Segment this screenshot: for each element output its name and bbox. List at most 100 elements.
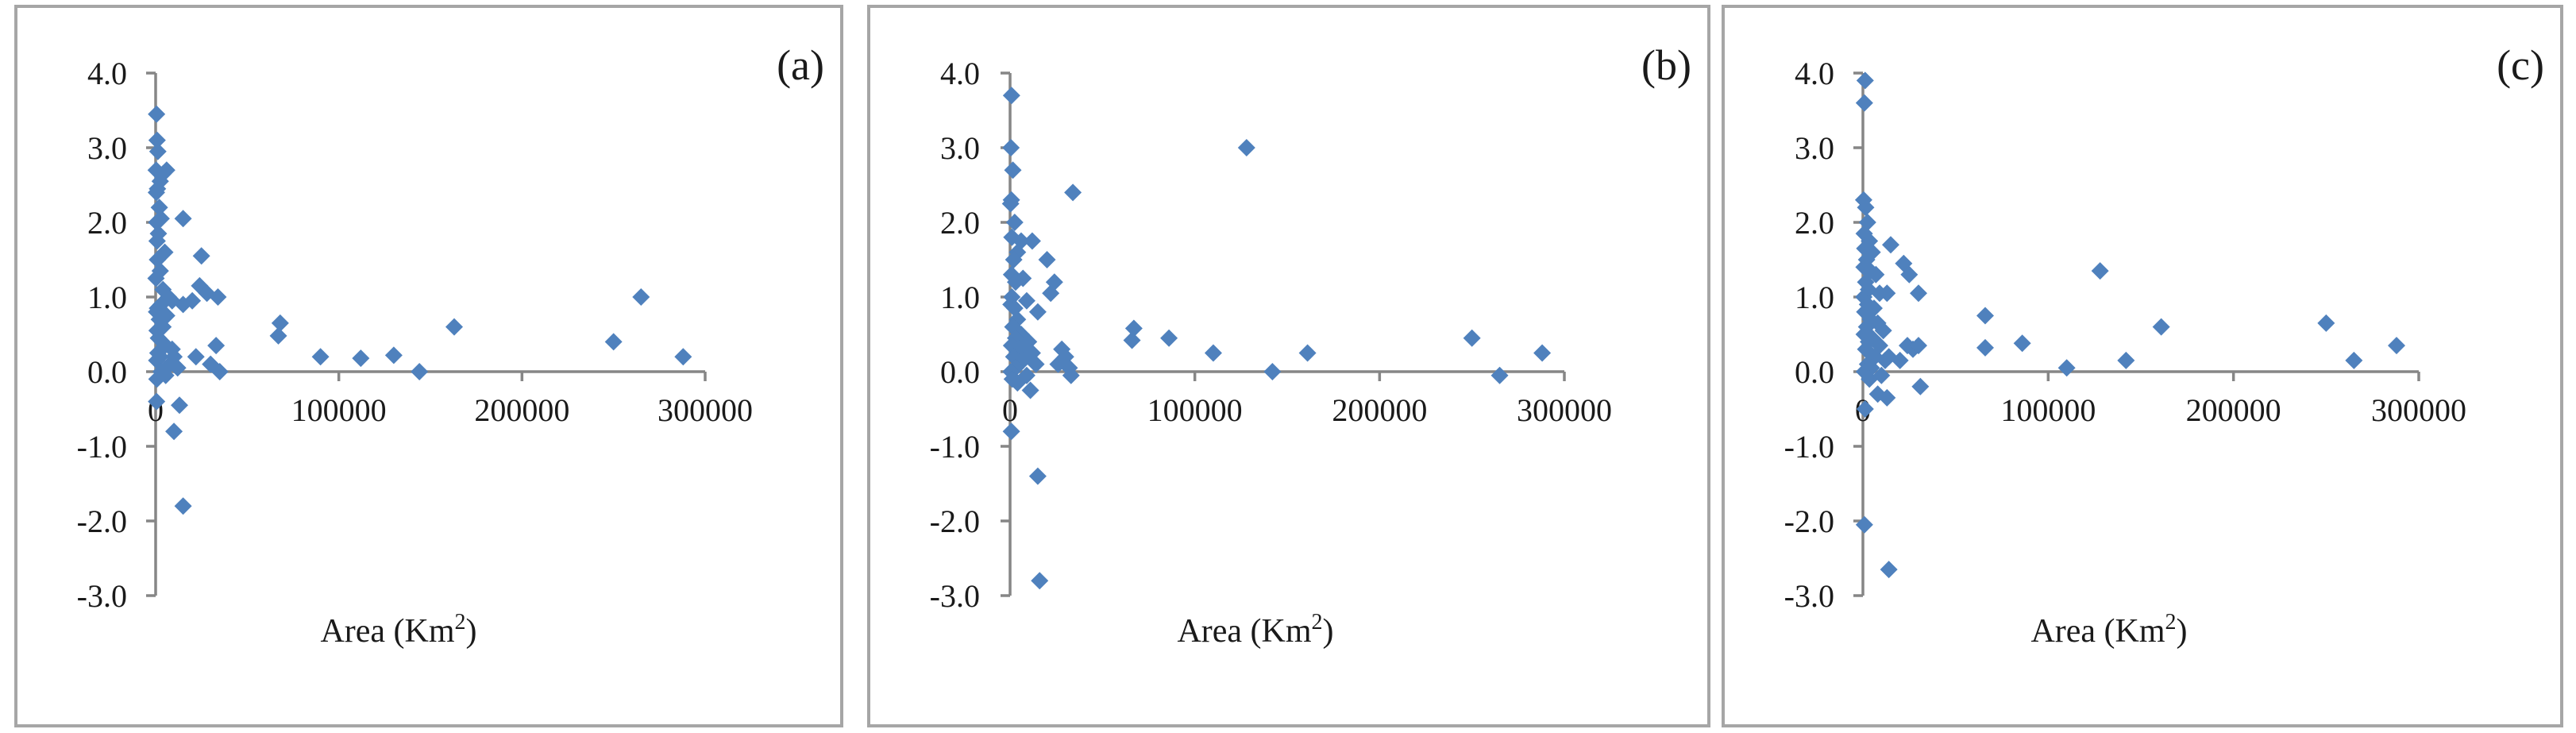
data-point <box>150 199 168 217</box>
x-tick-label: 200000 <box>2186 392 2281 428</box>
data-point <box>1021 381 1039 399</box>
y-tick-label: 3.0 <box>940 130 980 166</box>
y-tick-label: 4.0 <box>940 56 980 91</box>
y-tick-label: -2.0 <box>77 503 127 539</box>
data-point <box>1533 344 1552 362</box>
data-point <box>2317 314 2335 332</box>
data-point <box>1004 161 1022 179</box>
data-point <box>2345 351 2363 369</box>
y-tick-label: 3.0 <box>87 130 127 166</box>
data-point <box>311 348 330 366</box>
data-point <box>411 363 429 380</box>
data-point <box>2013 334 2031 353</box>
y-tick-label: -3.0 <box>77 578 127 614</box>
data-point <box>1006 273 1024 291</box>
data-point <box>1123 331 1141 349</box>
data-point <box>269 326 287 345</box>
data-point <box>1237 139 1255 156</box>
y-tick-label: -3.0 <box>1784 578 1834 614</box>
data-point <box>1855 515 1873 534</box>
x-tick-label: 200000 <box>474 392 569 428</box>
data-point <box>183 291 202 310</box>
panel-frame <box>14 5 843 727</box>
x-tick-label: 300000 <box>2371 392 2466 428</box>
data-point <box>1878 388 1896 407</box>
data-point <box>170 396 188 415</box>
data-point <box>1001 195 1020 213</box>
y-tick-label: 1.0 <box>940 280 980 315</box>
data-point <box>674 348 692 366</box>
data-point <box>1911 377 1930 395</box>
data-point <box>271 314 289 332</box>
data-point <box>192 247 210 265</box>
x-tick-label: 0 <box>1002 392 1018 428</box>
data-point <box>1855 94 1873 112</box>
data-point <box>632 288 650 306</box>
data-point <box>148 105 166 123</box>
x-axis-title: Area (Km2) <box>1177 610 1333 650</box>
data-point <box>1042 284 1060 303</box>
chart-panel-2: 4.0 3.0 2.0 1.0 0.0 -1.0 -2.0 -3.0 0 100000 200000… <box>867 5 1710 727</box>
data-point <box>1002 422 1020 441</box>
data-point <box>1891 351 1909 369</box>
data-point <box>1856 400 1874 418</box>
data-point <box>1062 366 1080 384</box>
y-tick-label: 2.0 <box>1795 205 1834 241</box>
x-tick-label: 200000 <box>1332 392 1427 428</box>
data-point <box>2057 359 2076 377</box>
data-point <box>1874 322 1892 340</box>
data-point <box>1298 344 1317 362</box>
x-axis-title: Area (Km2) <box>2030 610 2187 650</box>
data-point <box>1490 366 1509 384</box>
data-point <box>210 363 229 380</box>
y-tick-label: 4.0 <box>87 56 127 91</box>
data-point <box>152 210 170 228</box>
data-point <box>207 337 226 355</box>
data-point <box>1038 251 1056 268</box>
y-tick-label: 3.0 <box>1795 130 1834 166</box>
y-tick-label: 2.0 <box>940 205 980 241</box>
data-point <box>148 370 166 388</box>
x-tick-label: 100000 <box>1147 392 1243 428</box>
data-point <box>1017 291 1035 310</box>
y-tick-label: 1.0 <box>1795 280 1834 315</box>
y-tick-label: -1.0 <box>1784 429 1834 465</box>
data-point <box>1124 319 1143 338</box>
y-tick-label: -2.0 <box>1784 503 1834 539</box>
data-point <box>1028 303 1047 321</box>
data-point <box>1857 199 1875 217</box>
data-point <box>209 288 227 306</box>
data-point <box>1880 561 1898 579</box>
data-point <box>1049 355 1067 373</box>
y-tick-label: 0.0 <box>87 354 127 390</box>
data-point <box>1976 338 1994 357</box>
y-tick-label: 2.0 <box>87 205 127 241</box>
y-tick-label: -2.0 <box>930 503 980 539</box>
data-point <box>148 232 166 250</box>
x-tick-label: 300000 <box>1517 392 1612 428</box>
data-point <box>1002 139 1020 156</box>
data-point <box>2117 351 2135 369</box>
data-point <box>1028 467 1047 485</box>
data-point <box>147 183 165 202</box>
data-point <box>174 497 192 515</box>
data-point <box>384 346 403 365</box>
data-point <box>352 349 370 368</box>
chart-panel-3: 4.03.02.01.00.0-1.0-2.0-3.00100000200000… <box>1722 5 2563 727</box>
data-point <box>1005 214 1024 231</box>
data-point <box>1882 236 1899 254</box>
data-point <box>1027 355 1045 373</box>
data-point <box>174 210 192 228</box>
data-point <box>1463 329 1481 347</box>
data-point <box>2388 337 2405 355</box>
data-point <box>2091 262 2109 280</box>
data-point <box>445 318 463 336</box>
data-point <box>1160 329 1178 347</box>
data-point <box>165 348 183 366</box>
data-point <box>1005 251 1023 268</box>
y-tick-label: -1.0 <box>930 429 980 465</box>
data-point <box>165 422 183 441</box>
panel-label: (c) <box>2497 41 2544 89</box>
data-point <box>1910 284 1927 303</box>
data-point <box>187 348 205 366</box>
